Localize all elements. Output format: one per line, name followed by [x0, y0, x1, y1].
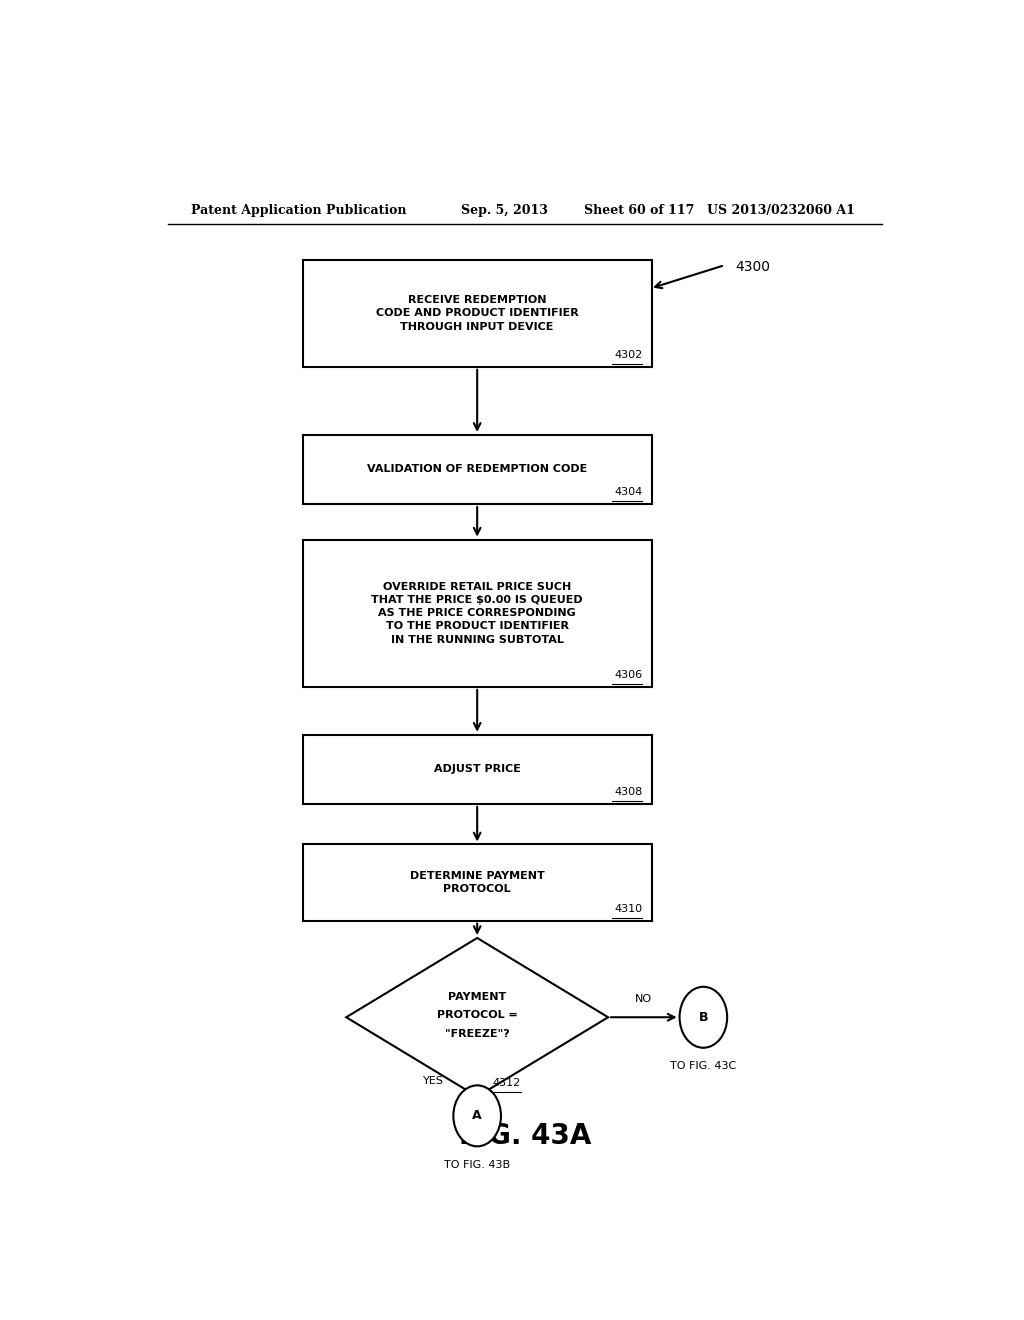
Bar: [303, 735, 652, 804]
Text: Sep. 5, 2013: Sep. 5, 2013: [461, 205, 548, 216]
Bar: [303, 540, 652, 686]
Text: 4302: 4302: [614, 350, 642, 359]
Bar: [303, 260, 652, 367]
Text: DETERMINE PAYMENT
PROTOCOL: DETERMINE PAYMENT PROTOCOL: [410, 871, 545, 894]
Text: FIG. 43A: FIG. 43A: [459, 1122, 591, 1150]
Text: TO FIG. 43B: TO FIG. 43B: [444, 1159, 510, 1170]
Text: Sheet 60 of 117: Sheet 60 of 117: [585, 205, 694, 216]
Text: 4312: 4312: [493, 1078, 521, 1089]
Text: 4310: 4310: [614, 904, 642, 913]
Text: RECEIVE REDEMPTION
CODE AND PRODUCT IDENTIFIER
THROUGH INPUT DEVICE: RECEIVE REDEMPTION CODE AND PRODUCT IDEN…: [376, 296, 579, 331]
Text: NO: NO: [635, 994, 652, 1005]
Text: A: A: [472, 1109, 482, 1122]
Circle shape: [680, 987, 727, 1048]
Text: B: B: [698, 1011, 709, 1024]
Text: US 2013/0232060 A1: US 2013/0232060 A1: [708, 205, 855, 216]
Text: 4308: 4308: [614, 787, 642, 797]
Text: YES: YES: [423, 1076, 444, 1086]
Text: ADJUST PRICE: ADJUST PRICE: [434, 764, 520, 775]
Text: TO FIG. 43C: TO FIG. 43C: [671, 1061, 736, 1071]
Text: 4300: 4300: [735, 260, 770, 275]
Text: OVERRIDE RETAIL PRICE SUCH
THAT THE PRICE $0.00 IS QUEUED
AS THE PRICE CORRESPON: OVERRIDE RETAIL PRICE SUCH THAT THE PRIC…: [372, 582, 583, 644]
Polygon shape: [346, 939, 608, 1097]
Bar: [303, 434, 652, 504]
Text: Patent Application Publication: Patent Application Publication: [191, 205, 407, 216]
Text: 4306: 4306: [614, 669, 642, 680]
Text: "FREEZE"?: "FREEZE"?: [444, 1028, 510, 1039]
Text: PROTOCOL =: PROTOCOL =: [437, 1010, 517, 1020]
Text: PAYMENT: PAYMENT: [449, 991, 506, 1002]
Text: 4304: 4304: [614, 487, 642, 496]
Bar: [303, 845, 652, 921]
Text: VALIDATION OF REDEMPTION CODE: VALIDATION OF REDEMPTION CODE: [367, 465, 588, 474]
Circle shape: [454, 1085, 501, 1146]
